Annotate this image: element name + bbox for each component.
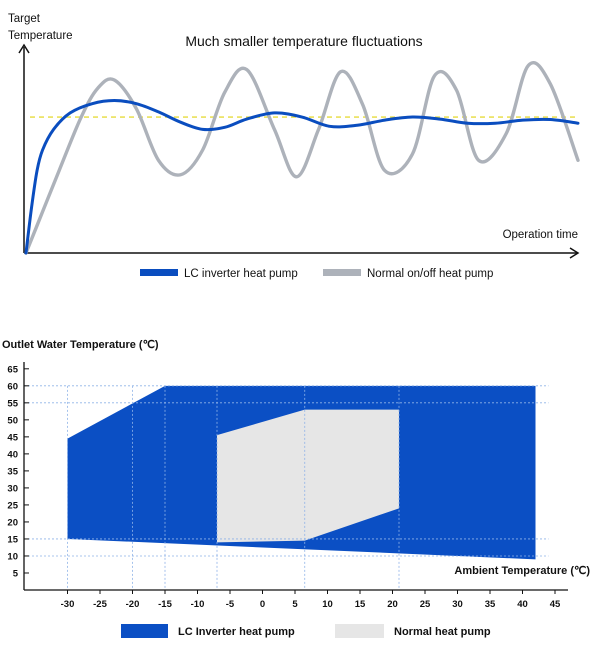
y-tick-label: 15 [7, 534, 18, 545]
x-tick-label: 20 [387, 599, 398, 610]
x-tick-label: -25 [93, 599, 107, 610]
legend-swatch-normal-range [335, 624, 384, 638]
x-tick-label: 45 [550, 599, 561, 610]
c1-x-axis-arrow [569, 247, 580, 259]
x-tick-label: 10 [322, 599, 333, 610]
x-tick-label: 15 [355, 599, 366, 610]
legend-label-lc-inverter: LC inverter heat pump [184, 268, 298, 280]
y-tick-label: 55 [7, 398, 18, 409]
c2-ylabel: Outlet Water Temperature (℃) [2, 339, 159, 351]
y-tick-label: 40 [7, 449, 18, 460]
x-tick-label: 30 [452, 599, 463, 610]
legend-swatch-lc-inverter [140, 269, 178, 276]
y-tick-label: 5 [13, 568, 19, 579]
operating-range-chart: Outlet Water Temperature (℃) 5 10 15 20 25 30… [2, 339, 590, 638]
y-tick-label: 65 [7, 364, 18, 375]
x-tick-label: -5 [226, 599, 235, 610]
x-tick-label: -15 [158, 599, 172, 610]
y-tick-label: 20 [7, 517, 18, 528]
x-tick-label: -30 [61, 599, 75, 610]
c1-y-axis-arrow [18, 43, 30, 54]
c1-ylabel-line-1: Target [8, 13, 41, 25]
y-tick-label: 50 [7, 415, 18, 426]
legend-swatch-lc-inverter-range [121, 624, 168, 638]
c1-xlabel: Operation time [503, 229, 578, 241]
c1-title: Much smaller temperature fluctuations [185, 33, 422, 49]
series-line-lc-inverter [24, 99, 580, 255]
x-tick-label: 40 [517, 599, 528, 610]
y-tick-label: 30 [7, 483, 18, 494]
y-tick-label: 25 [7, 500, 18, 511]
x-tick-label: -10 [191, 599, 205, 610]
legend-label-normal-range: Normal heat pump [394, 626, 491, 638]
x-tick-label: 0 [260, 599, 265, 610]
area-normal-range [217, 409, 399, 543]
x-tick-label: 35 [485, 599, 496, 610]
y-tick-label: 60 [7, 381, 18, 392]
x-tick-label: 25 [420, 599, 431, 610]
x-tick-label: 5 [292, 599, 298, 610]
legend-swatch-normal-onoff [323, 269, 361, 276]
c2-xlabel: Ambient Temperature (℃) [454, 565, 590, 577]
c1-ylabel-line-2: Temperature [8, 30, 73, 42]
y-tick-label: 10 [7, 551, 18, 562]
fluctuation-chart: Target Temperature Much smaller temperat… [8, 13, 580, 280]
legend-label-normal-onoff: Normal on/off heat pump [367, 268, 493, 280]
legend-label-lc-inverter-range: LC Inverter heat pump [178, 626, 295, 638]
y-tick-label: 35 [7, 466, 18, 477]
y-tick-label: 45 [7, 432, 18, 443]
x-tick-label: -20 [126, 599, 140, 610]
series-line-normal-onoff [24, 61, 580, 255]
